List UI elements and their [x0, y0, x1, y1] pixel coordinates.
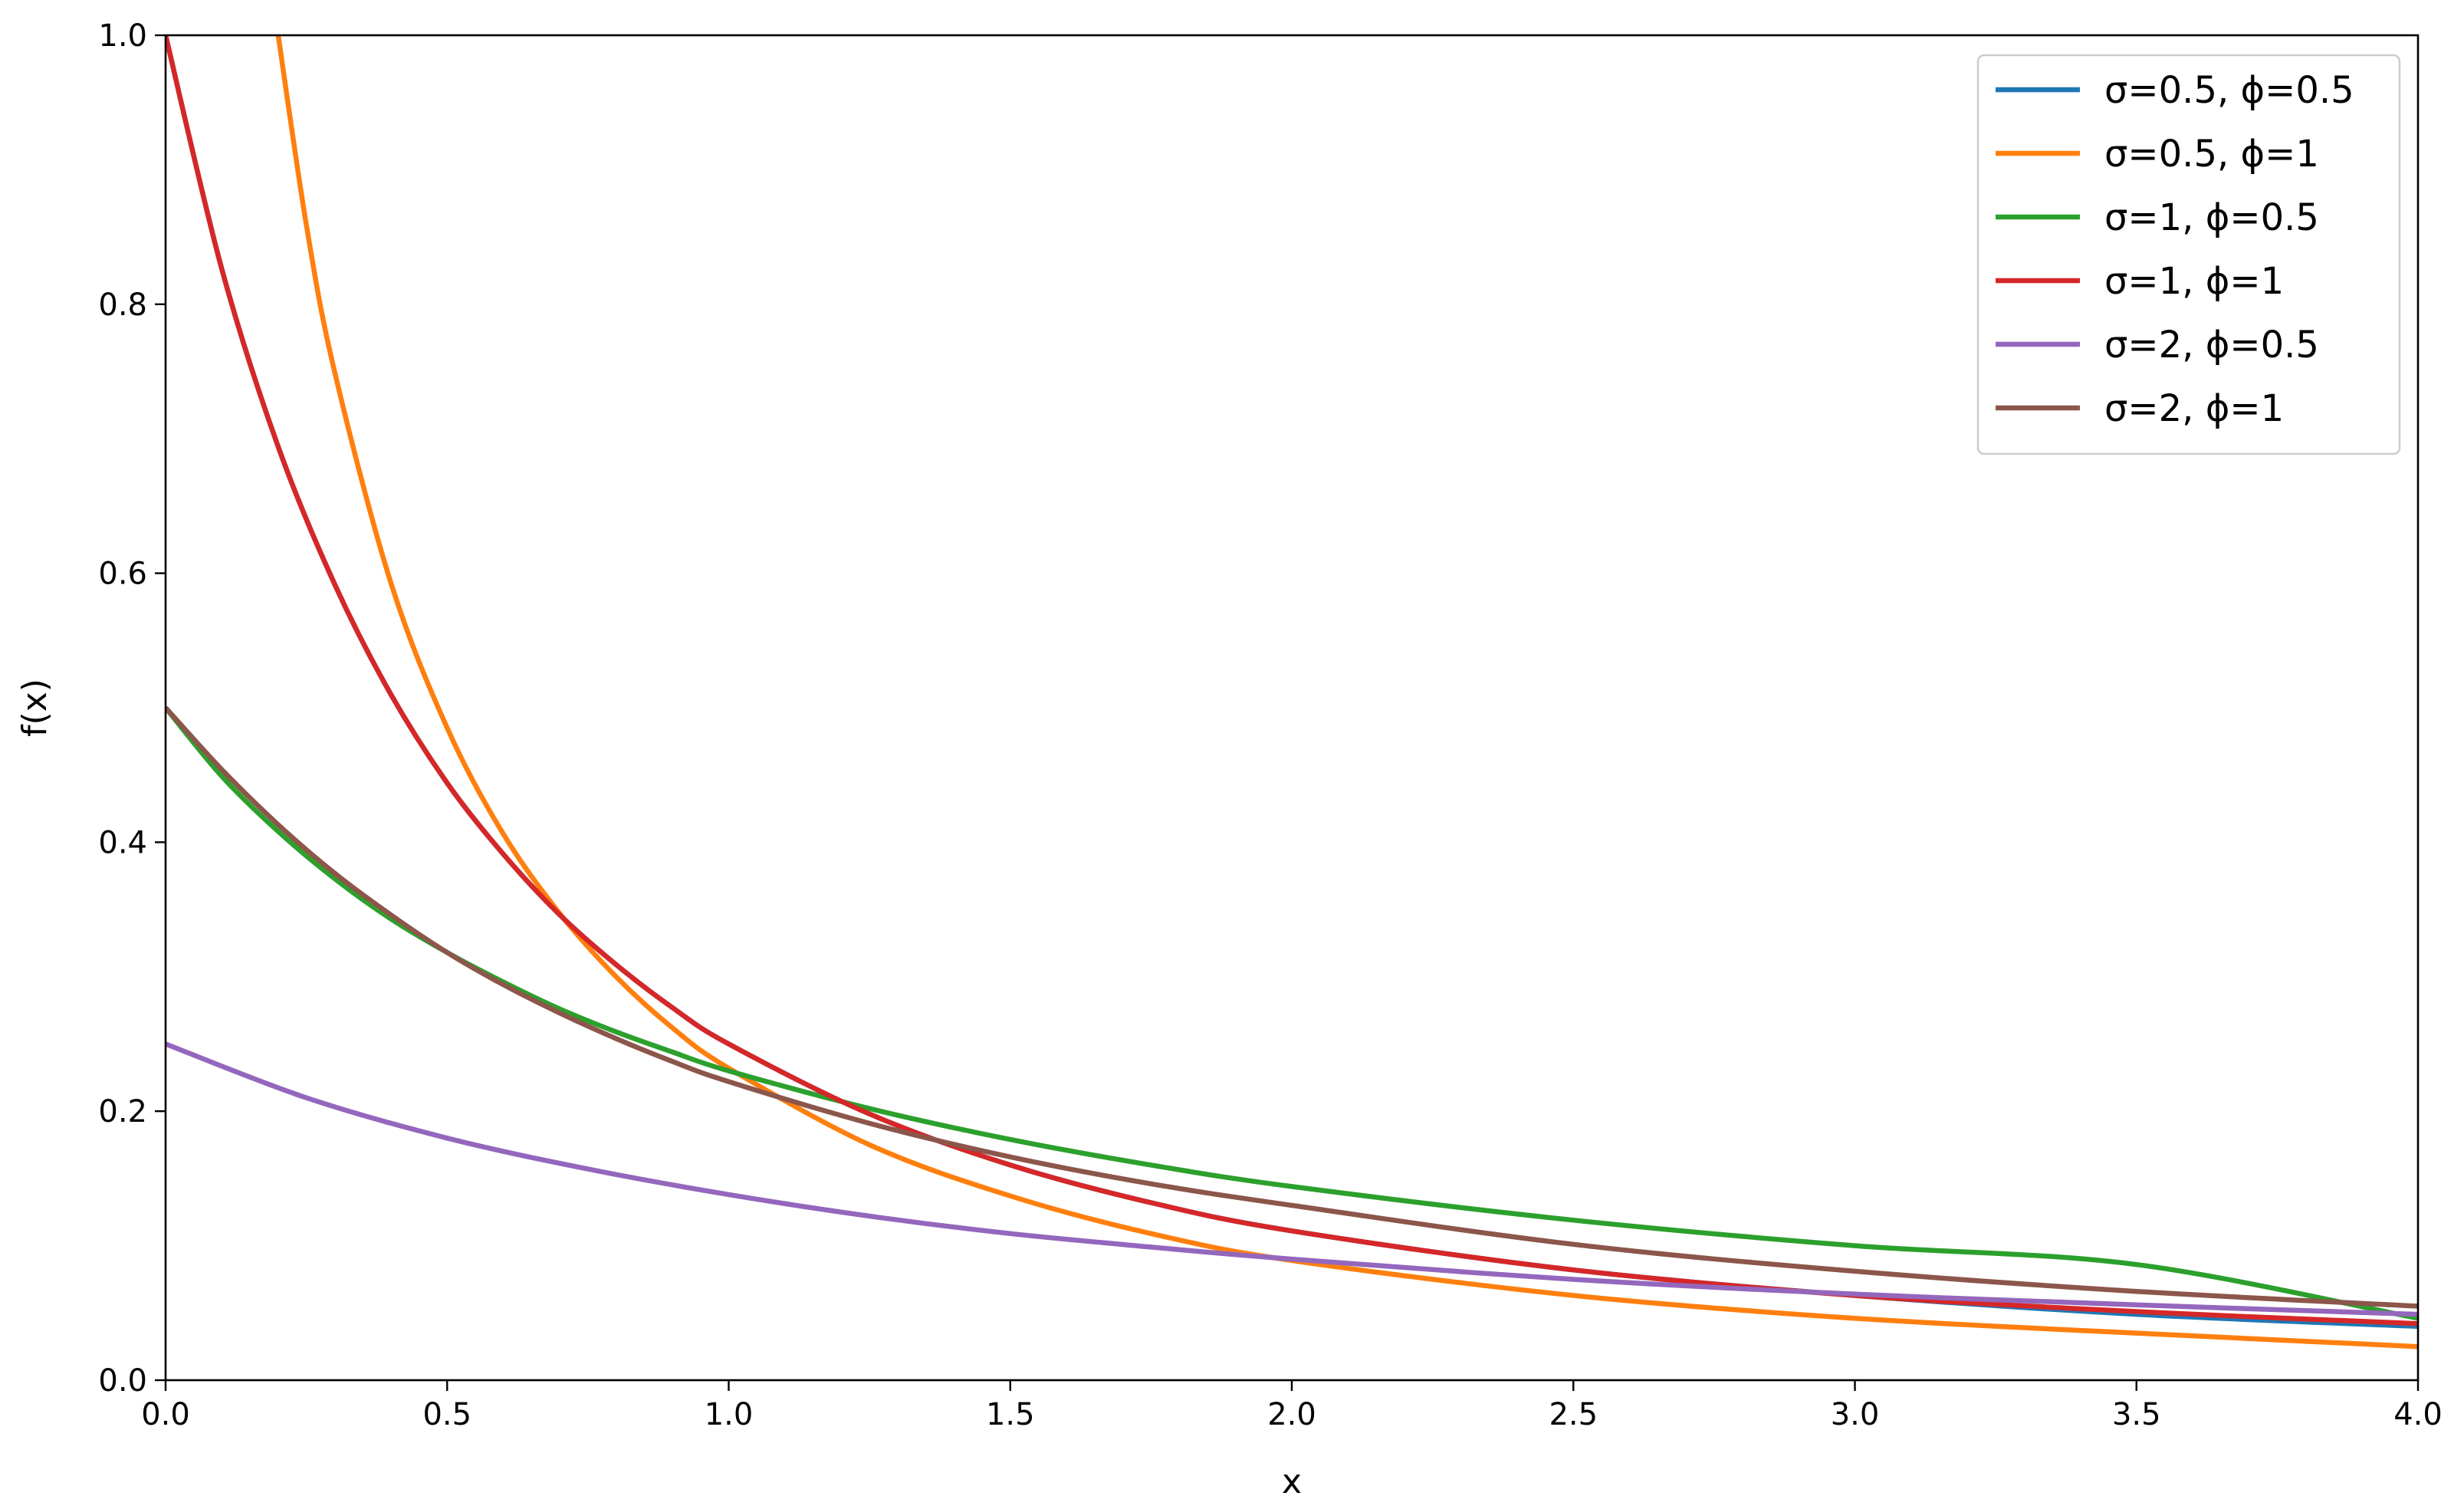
x-tick-label: 3.0	[1831, 1397, 1880, 1432]
x-axis-label: x	[1282, 1462, 1302, 1501]
x-tick-label: 2.0	[1267, 1397, 1316, 1432]
legend-entry: σ=0.5, ϕ=0.5	[2104, 69, 2354, 112]
legend-entry: σ=1, ϕ=1	[2104, 260, 2284, 303]
x-tick-label: 3.5	[2112, 1397, 2161, 1432]
series-line-5	[166, 1041, 2418, 1317]
x-tick-label: 2.5	[1549, 1397, 1598, 1432]
y-tick-label: 0.4	[98, 825, 147, 860]
legend: σ=0.5, ϕ=0.5 σ=0.5, ϕ=1 σ=1, ϕ=0.5 σ=1, ϕ=1…	[1976, 54, 2401, 455]
x-tick-label: 4.0	[2393, 1397, 2443, 1432]
y-tick-label: 0.8	[98, 288, 147, 323]
legend-frame	[1976, 54, 2401, 455]
series-layer	[166, 35, 2418, 1350]
ticks-layer: 0.0 0.5 1.0 1.5 2.0 2.5 3.0 3.5 4.0 0.0 0.2 0.4 0.6 0…	[98, 18, 2442, 1432]
series-line-6	[166, 705, 2418, 1309]
legend-entry: σ=0.5, ϕ=1	[2104, 133, 2319, 176]
x-tick-label: 1.5	[986, 1397, 1035, 1432]
x-tick-label: 0.0	[141, 1397, 190, 1432]
x-tick-label: 1.0	[705, 1397, 754, 1432]
legend-entry: σ=1, ϕ=0.5	[2104, 196, 2319, 239]
x-tick-label: 0.5	[422, 1397, 471, 1432]
y-tick-label: 1.0	[98, 18, 147, 54]
y-axis-label: f(x)	[15, 679, 54, 737]
series-line-3	[166, 705, 2418, 1321]
legend-entry: σ=2, ϕ=0.5	[2104, 324, 2319, 367]
y-tick-label: 0.2	[98, 1094, 147, 1129]
series-line-2	[275, 35, 2418, 1350]
y-tick-label: 0.6	[98, 557, 147, 592]
legend-entry: σ=2, ϕ=1	[2104, 387, 2284, 430]
y-tick-label: 0.0	[98, 1363, 147, 1399]
